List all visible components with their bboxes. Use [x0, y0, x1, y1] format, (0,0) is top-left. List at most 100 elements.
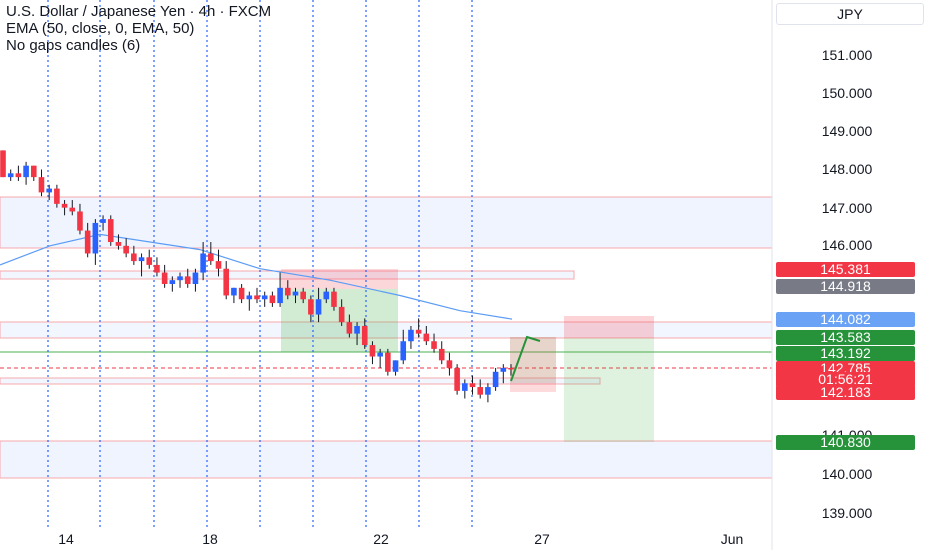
candle-body [454, 367, 460, 391]
candle-body [438, 348, 445, 361]
price-tag-143192: 143.192 [776, 346, 915, 361]
candle-body [177, 276, 183, 281]
price-tick-146: 146.000 [822, 237, 873, 253]
candle-body [331, 291, 337, 307]
long-target-zone [510, 337, 556, 383]
price-tick-140: 140.000 [822, 466, 873, 482]
candle-body [323, 291, 330, 300]
candle-body [338, 306, 345, 323]
price-tag-144082: 144.082 [776, 312, 915, 327]
candle-body [261, 295, 268, 300]
price-tick-147: 147.000 [822, 200, 873, 216]
candle-body [115, 242, 122, 246]
zone-band-145 [0, 270, 575, 280]
candle-body [408, 329, 414, 342]
candle-body [15, 173, 22, 178]
candle-body [446, 360, 453, 368]
projection-arrow [510, 335, 541, 382]
candle-body [415, 329, 422, 334]
price-axis[interactable]: 151.000 150.000 149.000 148.000 147.000 … [822, 47, 873, 521]
candle-body [238, 287, 245, 300]
candle-body [38, 177, 45, 193]
candle-body [423, 333, 430, 342]
candle-body [269, 295, 276, 304]
candle-body [69, 207, 76, 212]
candle-body [46, 188, 52, 193]
candle-body [131, 253, 137, 262]
candle-body [77, 211, 83, 231]
candle-body [369, 345, 376, 357]
candle-body [469, 383, 476, 388]
ema-indicator-label[interactable]: EMA (50, close, 0, EMA, 50) [6, 20, 195, 37]
candle-body [54, 188, 60, 204]
candle-body [92, 222, 99, 254]
price-tag-142183: 142.183 [776, 385, 915, 400]
price-tag-144918: 144.918 [776, 279, 915, 294]
candle-body [284, 287, 291, 296]
candle-body [84, 230, 91, 254]
date-axis[interactable]: 14 18 22 27 Jun [58, 531, 743, 547]
candle-body [161, 272, 168, 284]
candle-body [500, 367, 507, 372]
candle-body [508, 367, 514, 370]
candle-body [208, 253, 214, 262]
price-tag-143583: 143.583 [776, 330, 915, 345]
currency-selector[interactable]: JPY [776, 3, 924, 25]
candle-body [492, 371, 499, 388]
candle-body [308, 299, 314, 315]
candle-body [200, 253, 206, 273]
zone-band-142 [0, 377, 601, 385]
date-tick-jun: Jun [721, 531, 744, 547]
candle-body [385, 352, 391, 372]
candle-body [138, 257, 145, 262]
candle-body [400, 341, 407, 361]
candle-body [184, 276, 191, 284]
candle-body [477, 387, 484, 395]
candle-body [0, 150, 6, 178]
candle-body [123, 245, 129, 254]
price-tick-151: 151.000 [822, 47, 873, 63]
candle-body [292, 291, 299, 296]
candle-body [462, 383, 468, 391]
candle-body [277, 287, 283, 304]
vertical-markers [47, 0, 473, 530]
candle-body [431, 341, 437, 349]
bar-countdown: 01:56:21 [776, 372, 915, 387]
candle-body [246, 295, 253, 300]
past-short-stop [281, 269, 398, 289]
price-tag-145381: 145.381 [776, 262, 915, 277]
candle-body [169, 280, 176, 284]
date-tick-14: 14 [58, 531, 74, 547]
candle-body [392, 360, 399, 372]
candle-body [300, 291, 306, 300]
candle-body [100, 219, 106, 223]
candle-body [231, 287, 237, 296]
candle-body [223, 268, 230, 296]
candle-body [377, 352, 383, 357]
chart-title[interactable]: U.S. Dollar / Japanese Yen · 4h · FXCM [6, 3, 272, 20]
candle-body [107, 219, 114, 243]
price-tag-140830: 140.830 [776, 435, 915, 450]
candle-body [215, 261, 222, 269]
demand-zone-lower [0, 440, 773, 479]
date-tick-18: 18 [202, 531, 218, 547]
no-gaps-indicator-label[interactable]: No gaps candles (6) [6, 37, 141, 54]
candle-body [192, 272, 199, 284]
candle-body [30, 165, 37, 178]
price-tick-139: 139.000 [822, 505, 873, 521]
price-tick-149: 149.000 [822, 123, 873, 139]
candle-body [23, 165, 29, 178]
position-stop-zone [564, 316, 654, 338]
candle-body [485, 387, 491, 395]
position-target-zone [564, 338, 654, 442]
candle-body [7, 173, 14, 178]
ema-line [0, 233, 513, 320]
zones-layer [0, 196, 773, 479]
candle-body [61, 203, 68, 208]
candle-body [154, 264, 160, 273]
demand-zone-upper [0, 196, 773, 249]
price-tick-150: 150.000 [822, 85, 873, 101]
price-tick-148: 148.000 [822, 161, 873, 177]
date-tick-27: 27 [534, 531, 550, 547]
